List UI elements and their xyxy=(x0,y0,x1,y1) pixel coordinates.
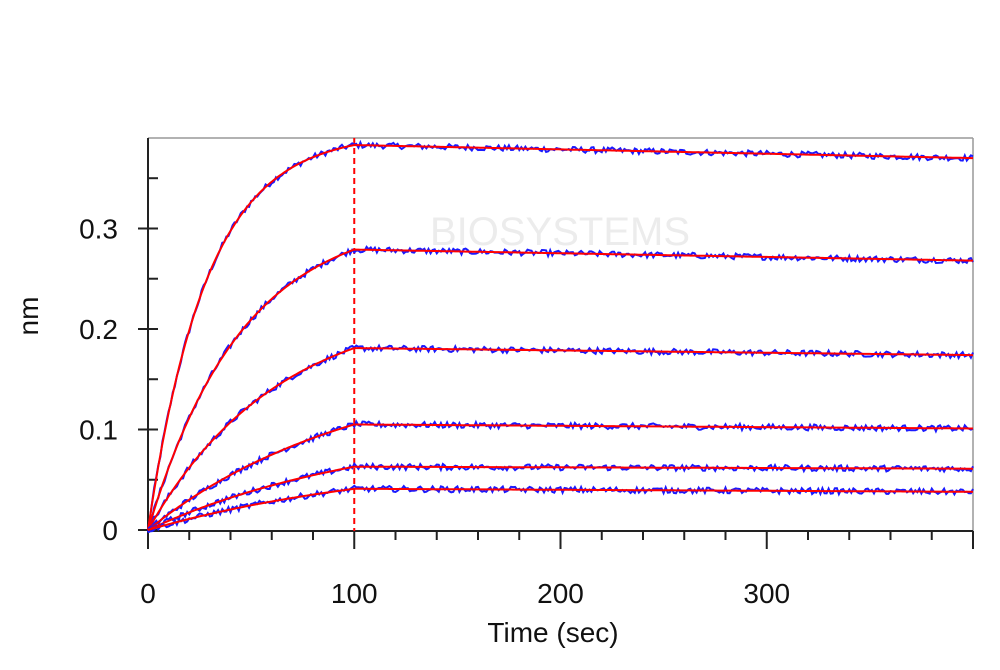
y-tick-label: 0 xyxy=(102,515,118,546)
fit-series-6 xyxy=(147,487,973,531)
plot-area: 0 0.1 0.2 0.3 0 100 200 300 xyxy=(79,137,974,609)
x-tick-label: 0 xyxy=(140,578,156,609)
fit-series-5 xyxy=(147,465,973,531)
y-axis-title: nm xyxy=(13,297,44,336)
x-axis-title: Time (sec) xyxy=(487,617,618,648)
x-tick-label: 300 xyxy=(743,578,790,609)
x-tick-label: 100 xyxy=(331,578,378,609)
y-tick-label: 0.2 xyxy=(79,314,118,345)
fit-series-4 xyxy=(147,423,973,531)
data-series-4 xyxy=(147,419,974,532)
watermark-text: BIOSYSTEMS xyxy=(430,210,690,254)
data-series-3 xyxy=(147,343,974,534)
y-tick-label: 0.1 xyxy=(79,414,118,445)
fit-series-1 xyxy=(147,143,973,531)
data-series-5 xyxy=(148,461,974,530)
fit-series-3 xyxy=(147,347,973,531)
fit-series-2 xyxy=(147,248,973,531)
y-tick-label: 0.3 xyxy=(79,213,118,244)
data-series-6 xyxy=(147,484,974,534)
x-tick-label: 200 xyxy=(537,578,584,609)
